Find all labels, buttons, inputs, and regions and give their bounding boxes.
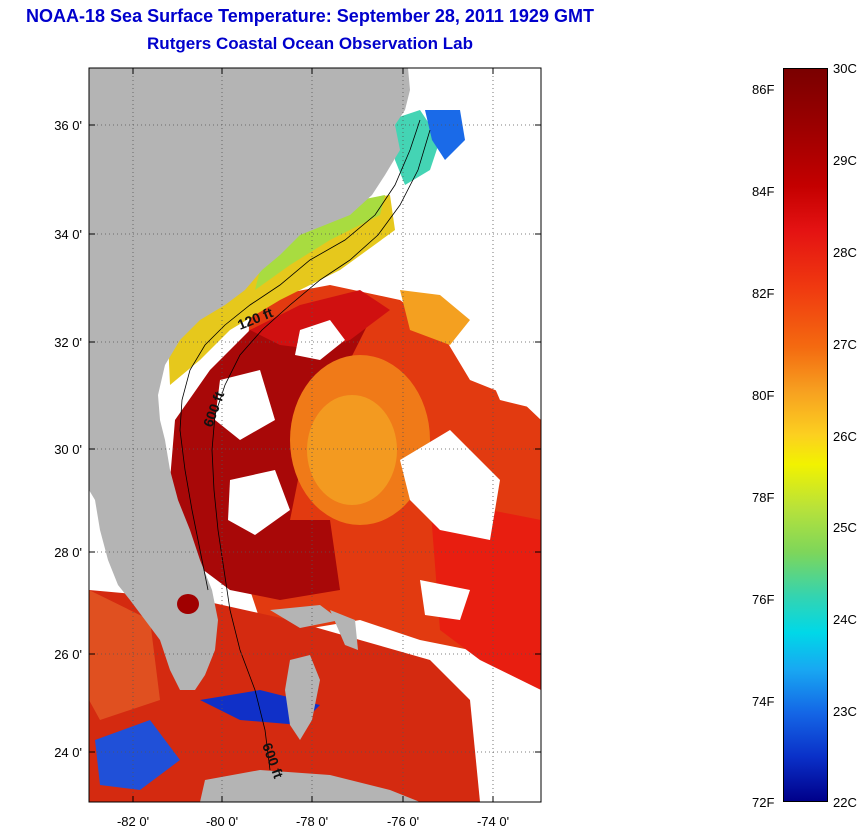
outer-banks-blue-water xyxy=(425,110,465,160)
colorbar-label-74f: 74F xyxy=(752,694,775,709)
axis-ticks xyxy=(89,68,541,802)
grand-bahama-island xyxy=(270,605,340,628)
cloud-patch xyxy=(228,470,290,535)
lon-label-74: -74 0' xyxy=(476,814,510,829)
cloud-patch xyxy=(400,430,500,540)
colorbar-label-72f: 72F xyxy=(752,795,775,810)
sst-map: 120 ft 600 ft 600 ft xyxy=(88,67,542,803)
cloud-patch xyxy=(295,320,345,360)
lat-label-28: 28 0' xyxy=(54,545,82,560)
colorbar-label-86f: 86F xyxy=(752,82,775,97)
contour-120ft xyxy=(179,119,421,591)
lat-label-24: 24 0' xyxy=(54,745,82,760)
coastal-shelf-green xyxy=(255,195,385,290)
lat-label-32: 32 0' xyxy=(54,335,82,350)
cloud-patch xyxy=(215,370,275,440)
colorbar-label-27c: 27C xyxy=(833,337,857,352)
map-title: NOAA-18 Sea Surface Temperature: Septemb… xyxy=(26,6,594,26)
colorbar-label-30c: 30C xyxy=(833,61,857,76)
colorbar-label-84f: 84F xyxy=(752,184,775,199)
keys-blue-water xyxy=(95,720,180,790)
warm-eddy-core xyxy=(307,395,397,505)
lon-label-80: -80 0' xyxy=(205,814,239,829)
map-frame xyxy=(88,67,542,803)
contour-600ft xyxy=(211,129,431,771)
cloud-patch xyxy=(420,580,470,620)
great-abaco-island xyxy=(330,610,358,650)
gulf-mixed-water xyxy=(89,590,160,720)
andros-island xyxy=(285,655,320,740)
colorbar-label-23c: 23C xyxy=(833,704,857,719)
colorbar-label-28c: 28C xyxy=(833,245,857,260)
cuba-island xyxy=(200,770,420,802)
colorbar-label-25c: 25C xyxy=(833,520,857,535)
lat-label-34: 34 0' xyxy=(54,227,82,242)
land-southeast-us xyxy=(89,68,410,690)
southeast-warm-water xyxy=(430,500,541,690)
lat-label-30: 30 0' xyxy=(54,442,82,457)
coastal-shelf-water xyxy=(168,195,395,385)
lon-label-78: -78 0' xyxy=(295,814,329,829)
lon-label-76: -76 0' xyxy=(386,814,420,829)
graticule xyxy=(89,68,541,802)
colorbar-label-78f: 78F xyxy=(752,490,775,505)
northeast-shelf-water xyxy=(400,290,470,345)
lake-okeechobee xyxy=(177,594,199,614)
colorbar-label-82f: 82F xyxy=(752,286,775,301)
colorbar-label-29c: 29C xyxy=(833,153,857,168)
lat-label-26: 26 0' xyxy=(54,647,82,662)
gulf-stream-red xyxy=(250,290,390,350)
map-subtitle: Rutgers Coastal Ocean Observation Lab xyxy=(147,34,473,53)
pamlico-cyan-water xyxy=(390,110,440,185)
colorbar-label-76f: 76F xyxy=(752,592,775,607)
temperature-colorbar xyxy=(783,68,828,802)
colorbar-label-26c: 26C xyxy=(833,429,857,444)
lat-label-36: 36 0' xyxy=(54,118,82,133)
colorbar-label-22c: 22C xyxy=(833,795,857,810)
cloud-patch xyxy=(470,310,541,410)
colorbar-label-24c: 24C xyxy=(833,612,857,627)
colorbar-label-80f: 80F xyxy=(752,388,775,403)
lon-label-82: -82 0' xyxy=(116,814,150,829)
